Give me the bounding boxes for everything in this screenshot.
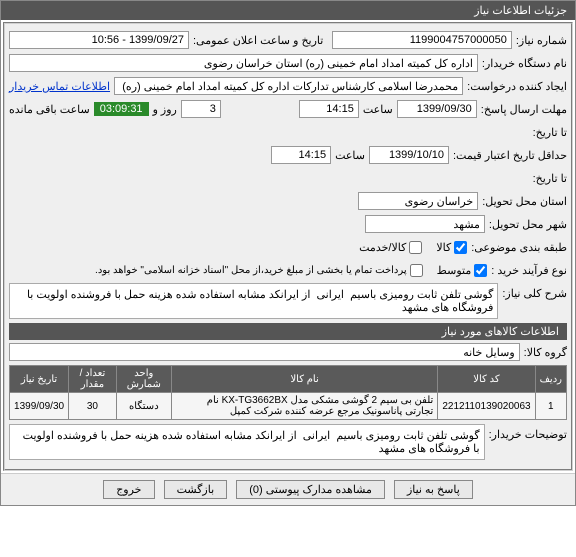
group-label: گروه کالا: <box>524 346 567 359</box>
creator-label: ایجاد کننده درخواست: <box>467 80 567 93</box>
cell-date: 1399/09/30 <box>10 393 69 420</box>
buyer-notes-textarea[interactable] <box>9 424 485 460</box>
deadline-send-label: مهلت ارسال پاسخ: <box>481 103 567 116</box>
deadline-send-date[interactable] <box>397 100 477 118</box>
table-row: 1 2212110139020063 تلفن بی سیم 2 گوشی مش… <box>10 393 567 420</box>
time-label-1: ساعت <box>363 103 393 116</box>
th-qty: تعداد / مقدار <box>69 366 117 393</box>
deadline-send-time[interactable] <box>299 100 359 118</box>
time-label-2: ساعت <box>335 149 365 162</box>
buyer-notes-label: توضیحات خریدار: <box>489 424 567 441</box>
panel-title: جزئیات اطلاعات نیاز <box>1 1 575 20</box>
need-number-field[interactable] <box>332 31 512 49</box>
delivery-province-field[interactable] <box>358 192 478 210</box>
buyer-org-field[interactable] <box>9 54 478 72</box>
delivery-city-label: شهر محل تحویل: <box>489 218 567 231</box>
items-table: ردیف کد کالا نام کالا واحد شمارش تعداد /… <box>9 365 567 420</box>
creator-field[interactable] <box>114 77 463 95</box>
to-date-label: تا تاریخ: <box>533 126 567 139</box>
remain-days-field <box>181 100 221 118</box>
process-note-checkbox[interactable] <box>410 264 423 277</box>
th-row: ردیف <box>535 366 566 393</box>
announce-label: تاریخ و ساعت اعلان عمومی: <box>193 34 323 47</box>
group-field[interactable] <box>9 343 520 361</box>
delivery-province-label: استان محل تحویل: <box>482 195 567 208</box>
process-type-label: نوع فرآیند خرید : <box>491 264 567 277</box>
general-desc-label: شرح کلی نیاز: <box>502 283 567 300</box>
budget-service-checkbox[interactable] <box>409 241 422 254</box>
th-code: کد کالا <box>438 366 535 393</box>
process-note-text: پرداخت تمام یا بخشی از مبلغ خرید،از محل … <box>95 265 407 276</box>
budget-goods-checkbox[interactable] <box>454 241 467 254</box>
remain-label: ساعت باقی مانده <box>9 103 90 116</box>
contact-link[interactable]: اطلاعات تماس خریدار <box>9 80 110 93</box>
th-name: نام کالا <box>171 366 437 393</box>
attachments-button[interactable]: مشاهده مدارک پیوستی (0) <box>236 480 385 499</box>
credit-deadline-label: حداقل تاریخ اعتبار قیمت: <box>453 149 567 162</box>
buyer-org-label: نام دستگاه خریدار: <box>482 57 567 70</box>
back-button[interactable]: بازگشت <box>164 480 228 499</box>
budget-label: طبقه بندی موضوعی: <box>471 241 567 254</box>
items-section-title: اطلاعات کالاهای مورد نیاز <box>9 323 567 340</box>
cell-qty: 30 <box>69 393 117 420</box>
cell-unit: دستگاه <box>116 393 171 420</box>
general-desc-textarea[interactable] <box>9 283 498 319</box>
cell-row: 1 <box>535 393 566 420</box>
to-date2-label: تا تاریخ: <box>533 172 567 185</box>
budget-goods-text: کالا <box>436 241 451 254</box>
th-unit: واحد شمارش <box>116 366 171 393</box>
process-medium-checkbox[interactable] <box>474 264 487 277</box>
th-date: تاریخ نیاز <box>10 366 69 393</box>
cell-code: 2212110139020063 <box>438 393 535 420</box>
budget-service-text: کالا/خدمت <box>359 241 406 254</box>
delivery-city-field[interactable] <box>365 215 485 233</box>
credit-deadline-time[interactable] <box>271 146 331 164</box>
need-number-label: شماره نیاز: <box>516 34 567 47</box>
answer-button[interactable]: پاسخ به نیاز <box>394 480 473 499</box>
cell-name: تلفن بی سیم 2 گوشی مشکی مدل KX-TG3662BX … <box>171 393 437 420</box>
process-medium-text: متوسط <box>437 264 472 277</box>
announce-field[interactable] <box>9 31 189 49</box>
remain-time-box: 03:09:31 <box>94 102 149 116</box>
credit-deadline-date[interactable] <box>369 146 449 164</box>
remain-day-label: روز و <box>153 103 177 116</box>
exit-button[interactable]: خروج <box>103 480 154 499</box>
